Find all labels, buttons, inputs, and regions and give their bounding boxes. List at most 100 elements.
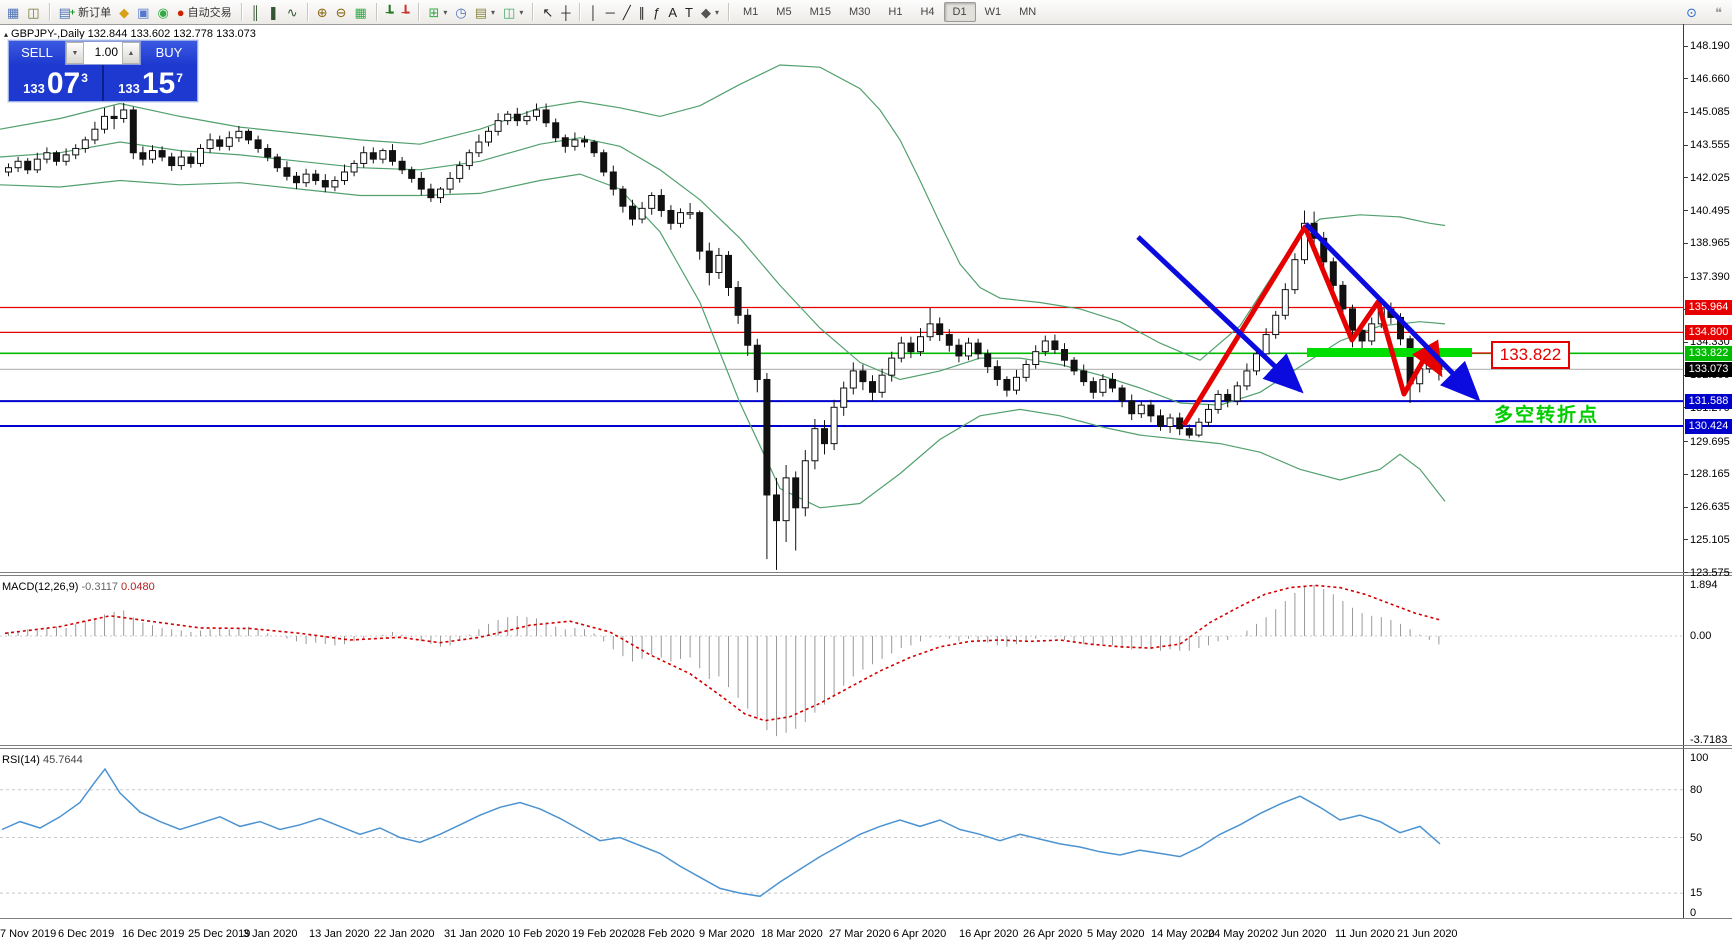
text-label-icon[interactable]: T — [681, 4, 697, 21]
toolbar-right: ⊙ ❝ — [1682, 4, 1732, 21]
buy-button[interactable]: BUY — [141, 41, 197, 65]
timeframe-mn[interactable]: MN — [1019, 6, 1037, 18]
timeframe-h4[interactable]: H4 — [920, 6, 935, 18]
bar-chart-type-icon: ║ — [250, 4, 260, 20]
template-icon[interactable]: ▤ ▾ — [471, 4, 499, 21]
rsi-scale-label: 100 — [1690, 752, 1709, 764]
toolbar-separator — [375, 3, 377, 21]
line-chart-type-icon[interactable]: ∿ — [283, 4, 302, 21]
indicator-list-icon: ┺ — [401, 4, 410, 20]
timeframe-d1[interactable]: D1 — [943, 2, 976, 22]
chat-icon[interactable]: ❝ — [1711, 4, 1726, 21]
date-label: 2 Jun 2020 — [1272, 928, 1327, 940]
add-indicator-icon[interactable]: ⊞ ▾ — [424, 4, 451, 21]
panel-divider[interactable] — [0, 748, 1732, 749]
timeframe-m30[interactable]: M30 — [848, 6, 871, 18]
zoom-out-icon: ⊖ — [335, 4, 347, 20]
macd-histogram — [8, 585, 1440, 737]
timeframe-m1[interactable]: M1 — [743, 6, 759, 18]
blue-channel-arrow[interactable] — [1136, 235, 1304, 394]
toolbar-separator — [240, 3, 242, 21]
zoom-in-icon: ⊕ — [316, 4, 328, 20]
toolbar: ▦ ◫ ▤ + 新订单 ◆ ▣ ◉ ● 自动交易 ║ ❚ ∿ ⊕ ⊖ ▦ ┺ ┺ ⊞ ▾ ◷ ▤ ▾ ◫ ▾ ↖ ┼ │ ─ ╱ ∥ ƒ A T ◆… — [0, 0, 1732, 25]
timeframe-h1[interactable]: H1 — [888, 6, 903, 18]
price-level-label[interactable]: 133.822 — [1491, 341, 1570, 369]
toolbar-group: ▦ ◫ — [0, 0, 47, 24]
sell-button[interactable]: SELL — [9, 41, 65, 65]
macd-label: MACD(12,26,9) -0.3117 0.0480 — [2, 581, 155, 593]
candlestick-type-icon: ❚ — [267, 4, 279, 20]
buy-price[interactable]: 133 15 7 — [104, 65, 197, 101]
toolbar-group: ║ ❚ ∿ — [244, 0, 305, 24]
line-chart-type-icon: ∿ — [286, 4, 298, 20]
horizontal-line-icon[interactable]: ─ — [602, 4, 619, 21]
toolbar-group: │ ─ ╱ ∥ ƒ A T ◆ ▾ — [582, 0, 726, 24]
red-zigzag-trendline[interactable] — [1181, 224, 1443, 427]
volume-increase-button[interactable]: ▲ — [122, 42, 140, 64]
price-tick-label: 140.495 — [1690, 204, 1730, 217]
panel-divider[interactable] — [0, 572, 1732, 573]
trendline-icon[interactable]: ╱ — [619, 4, 635, 21]
timeframe-w1[interactable]: W1 — [984, 6, 1002, 18]
indicator-list-icon[interactable]: ┺ — [398, 4, 414, 21]
timeframe-m5[interactable]: M5 — [776, 6, 792, 18]
toolbar-group: ┺ ┺ — [379, 0, 417, 24]
date-label: 11 Jun 2020 — [1335, 928, 1395, 940]
fibonacci-icon[interactable]: ƒ — [649, 4, 664, 21]
text-icon[interactable]: A — [664, 4, 681, 21]
new-order-icon: ▤ — [58, 4, 71, 20]
price-tick-label: 143.555 — [1690, 139, 1730, 152]
price-badge: 134.800 — [1685, 324, 1732, 340]
shapes-icon[interactable]: ◆ ▾ — [697, 4, 723, 21]
price-tick — [1684, 177, 1688, 179]
zoom-in-icon[interactable]: ⊕ — [313, 4, 332, 21]
date-label: 24 May 2020 — [1208, 928, 1272, 940]
macd-main-value: -0.3117 — [81, 581, 118, 593]
chart-window-icon[interactable]: ▦ — [3, 4, 23, 21]
signal-icon[interactable]: ◉ — [153, 4, 172, 21]
price-tick — [1684, 144, 1688, 146]
cursor-icon[interactable]: ↖ — [538, 4, 557, 21]
crosshair-icon[interactable]: ┼ — [557, 4, 574, 21]
date-label: 19 Feb 2020 — [572, 928, 634, 940]
dropdown-caret-icon: ▾ — [443, 7, 448, 17]
panel-divider[interactable] — [0, 575, 1732, 576]
plus-overlay-icon: + — [69, 7, 76, 17]
panel-divider[interactable] — [0, 745, 1732, 746]
macd-scale-label: 1.894 — [1690, 579, 1718, 591]
period-icon[interactable]: ◷ — [451, 4, 470, 21]
tile-windows-icon[interactable]: ▦ — [351, 4, 371, 21]
zoom-chart-icon[interactable]: ◫ — [23, 4, 43, 21]
eraser-icon: ◆ — [119, 4, 130, 20]
history-icon[interactable]: ▣ — [133, 4, 153, 21]
timeframe-m15[interactable]: M15 — [809, 6, 831, 18]
price-tick — [1684, 242, 1688, 244]
chart-shift-icon[interactable]: ◫ ▾ — [499, 4, 527, 21]
volume-value[interactable]: 1.00 — [94, 45, 118, 59]
auto-trading-icon[interactable]: ● 自动交易 — [173, 2, 236, 22]
volume-decrease-button[interactable]: ▼ — [66, 42, 84, 64]
volume-stepper[interactable]: ▼ 1.00 ▲ — [65, 41, 141, 65]
eraser-icon[interactable]: ◆ — [115, 4, 133, 21]
zoom-out-icon[interactable]: ⊖ — [332, 4, 351, 21]
sell-price[interactable]: 133 07 3 — [9, 65, 102, 101]
vertical-line-icon[interactable]: │ — [585, 4, 601, 21]
channel-icon[interactable]: ∥ — [635, 4, 650, 21]
turning-point-note[interactable]: 多空转折点 — [1494, 405, 1600, 426]
search-icon[interactable]: ⊙ — [1682, 4, 1701, 21]
date-label: 9 Mar 2020 — [699, 928, 755, 940]
date-label: 21 Jun 2020 — [1397, 928, 1458, 940]
candlestick-type-icon[interactable]: ❚ — [264, 4, 283, 21]
buy-price-big: 15 — [141, 67, 176, 100]
green-support-bar[interactable] — [1307, 348, 1472, 357]
date-label: 6 Apr 2020 — [893, 928, 947, 940]
macd-signal-value: 0.0480 — [121, 581, 155, 593]
new-order-icon[interactable]: ▤ + 新订单 — [55, 2, 116, 22]
price-tick — [1684, 506, 1688, 508]
indicators-icon[interactable]: ┺ — [382, 4, 398, 21]
price-tick-label: 125.105 — [1690, 533, 1730, 546]
bar-chart-type-icon[interactable]: ║ — [247, 4, 264, 21]
cursor-icon: ↖ — [542, 4, 554, 20]
blue-channel-arrow[interactable] — [1304, 222, 1481, 402]
